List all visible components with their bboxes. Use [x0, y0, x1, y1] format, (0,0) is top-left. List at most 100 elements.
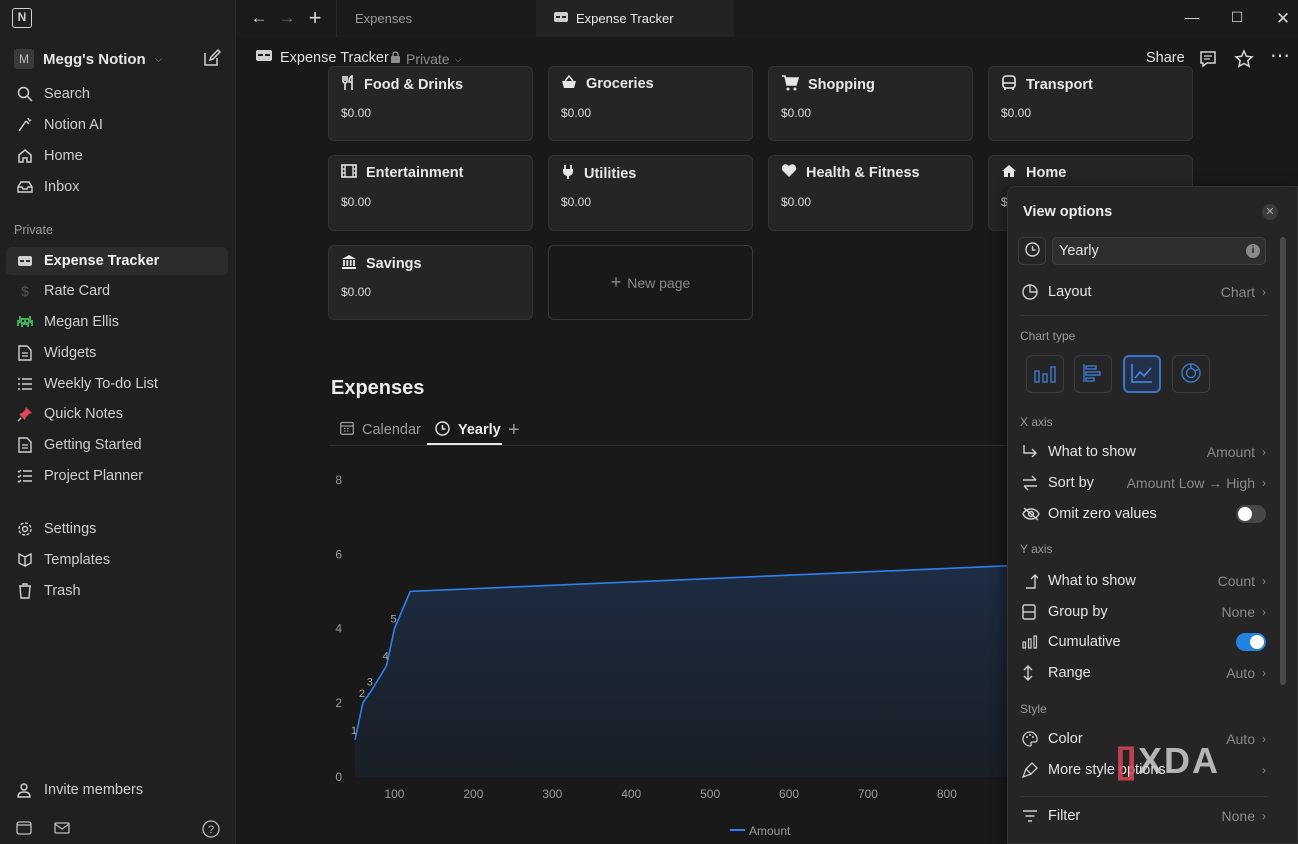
omit-zero-toggle[interactable]: [1236, 505, 1266, 523]
card-health-fitness[interactable]: Health & Fitness $0.00: [768, 155, 973, 231]
comment-icon[interactable]: [1198, 49, 1218, 69]
y-tick-label: 4: [335, 622, 342, 636]
card-food-drinks[interactable]: Food & Drinks $0.00: [328, 66, 533, 141]
omit-zero-row[interactable]: Omit zero values: [1016, 500, 1266, 528]
x-sort-label: Sort by: [1048, 475, 1094, 491]
sidebar-item-label: Megan Ellis: [44, 314, 119, 330]
sort-arrows-icon: [1016, 475, 1042, 491]
x-sort-by-row[interactable]: Sort by Amount Low → High ›: [1016, 469, 1266, 497]
cumulative-toggle[interactable]: [1236, 633, 1266, 651]
section-title: Expenses: [331, 377, 425, 399]
palette-icon: [1016, 731, 1042, 747]
notion-logo-icon[interactable]: N: [12, 8, 32, 28]
sidebar-item-quick-notes[interactable]: Quick Notes: [6, 400, 228, 428]
plus-icon: +: [610, 272, 622, 292]
view-icon-picker[interactable]: [1018, 237, 1046, 265]
sidebar-item-notion-ai[interactable]: Notion AI: [6, 111, 228, 139]
privacy-dropdown[interactable]: Private ⌵: [390, 51, 461, 67]
share-button[interactable]: Share: [1146, 50, 1185, 66]
card-utilities[interactable]: Utilities $0.00: [548, 155, 753, 231]
new-page-icon[interactable]: [202, 48, 222, 68]
x-tick-label: 800: [937, 787, 957, 801]
help-icon[interactable]: ?: [202, 820, 220, 841]
x-sort-value: Amount Low → High: [1126, 475, 1255, 491]
sidebar-item-expense-tracker[interactable]: Expense Tracker: [6, 247, 228, 275]
card-shopping[interactable]: Shopping $0.00: [768, 66, 973, 141]
sidebar-item-trash[interactable]: Trash: [6, 577, 228, 605]
close-icon[interactable]: ✕: [1262, 204, 1278, 220]
sidebar-item-widgets[interactable]: Widgets: [6, 339, 228, 367]
minimize-icon[interactable]: —: [1185, 9, 1199, 25]
donut-chart-button[interactable]: [1172, 355, 1210, 393]
new-page-button[interactable]: + New page: [548, 245, 753, 320]
card-savings[interactable]: Savings $0.00: [328, 245, 533, 320]
line-chart-button[interactable]: [1123, 355, 1161, 393]
sidebar-item-rate-card[interactable]: $ Rate Card: [6, 277, 228, 305]
sidebar-item-templates[interactable]: Templates: [6, 546, 228, 574]
chevron-down-icon: ⌵: [454, 53, 462, 64]
card-value: $0.00: [561, 106, 592, 120]
sidebar-item-label: Home: [44, 148, 83, 164]
horizontal-bar-chart-button[interactable]: [1074, 355, 1112, 393]
new-tab-plus-icon[interactable]: +: [308, 5, 322, 30]
sidebar-item-settings[interactable]: Settings: [6, 515, 228, 543]
tab-yearly[interactable]: Yearly: [435, 415, 501, 445]
tab-expenses[interactable]: Expenses: [336, 0, 536, 37]
more-style-row[interactable]: More style options ›: [1016, 756, 1266, 784]
y-cumulative-row[interactable]: Cumulative: [1016, 628, 1266, 656]
y-group-by-row[interactable]: Group by None ›: [1016, 598, 1266, 626]
vertical-bar-chart-icon: [1034, 363, 1056, 386]
more-options-icon[interactable]: ⋯: [1270, 45, 1290, 67]
card-entertainment[interactable]: Entertainment $0.00: [328, 155, 533, 231]
card-value: $0.00: [781, 106, 812, 120]
layout-row[interactable]: Layout Chart ›: [1016, 278, 1266, 306]
panel-scrollbar[interactable]: [1280, 237, 1286, 685]
x-what-label: What to show: [1048, 444, 1136, 460]
y-range-row[interactable]: Range Auto ›: [1016, 659, 1266, 687]
sidebar-item-home[interactable]: Home: [6, 142, 228, 170]
sidebar-item-project-planner[interactable]: Project Planner: [6, 462, 228, 490]
layout-icon: [1016, 284, 1042, 300]
y-what-to-show-row[interactable]: What to show Count ›: [1016, 567, 1266, 595]
y-cumulative-label: Cumulative: [1048, 634, 1121, 650]
forward-arrow-icon[interactable]: →: [278, 8, 296, 27]
calendar-app-icon[interactable]: [16, 820, 32, 841]
sidebar-item-search[interactable]: Search: [6, 80, 228, 108]
workspace-switcher[interactable]: M Megg's Notion ⌵: [14, 48, 162, 70]
breadcrumb[interactable]: Expense Tracker: [256, 49, 389, 66]
sidebar-item-megan-ellis[interactable]: Megan Ellis: [6, 308, 228, 336]
y-what-value: Count: [1217, 573, 1255, 589]
tab-calendar[interactable]: Calendar: [340, 415, 421, 445]
x-what-to-show-row[interactable]: What to show Amount ›: [1016, 438, 1266, 466]
star-icon[interactable]: [1234, 49, 1254, 69]
arrow-turn-up-icon: [1016, 573, 1042, 589]
brush-icon: [1016, 762, 1042, 778]
card-title: Transport: [1026, 77, 1093, 93]
tab-expense-tracker[interactable]: Expense Tracker: [536, 0, 734, 37]
view-name-input[interactable]: [1052, 237, 1266, 265]
card-groceries[interactable]: Groceries $0.00: [548, 66, 753, 141]
info-icon[interactable]: i: [1246, 244, 1260, 258]
y-what-label: What to show: [1048, 573, 1136, 589]
invite-members-button[interactable]: Invite members: [6, 776, 228, 804]
card-transport[interactable]: Transport $0.00: [988, 66, 1193, 141]
mail-icon[interactable]: [54, 820, 70, 841]
close-window-icon[interactable]: ✕: [1275, 9, 1291, 28]
back-arrow-icon[interactable]: ←: [250, 8, 268, 27]
sidebar-footer: ?: [16, 820, 220, 841]
sidebar-item-getting-started[interactable]: Getting Started: [6, 431, 228, 459]
chevron-right-icon: ›: [1262, 285, 1266, 299]
data-point-label: 5: [390, 614, 396, 626]
color-row[interactable]: Color Auto ›: [1016, 725, 1266, 753]
add-view-plus-icon[interactable]: +: [508, 418, 520, 441]
templates-icon: [16, 551, 34, 569]
sidebar-item-inbox[interactable]: Inbox: [6, 173, 228, 201]
maximize-icon[interactable]: ☐: [1230, 9, 1244, 25]
sidebar-item-weekly-todo[interactable]: Weekly To-do List: [6, 370, 228, 398]
vertical-bar-chart-button[interactable]: [1026, 355, 1064, 393]
filter-row[interactable]: Filter None ›: [1016, 802, 1266, 830]
plug-icon: [561, 164, 575, 184]
y-range-label: Range: [1048, 665, 1091, 681]
chevron-right-icon: ›: [1262, 476, 1266, 490]
basket-icon: [561, 74, 577, 93]
